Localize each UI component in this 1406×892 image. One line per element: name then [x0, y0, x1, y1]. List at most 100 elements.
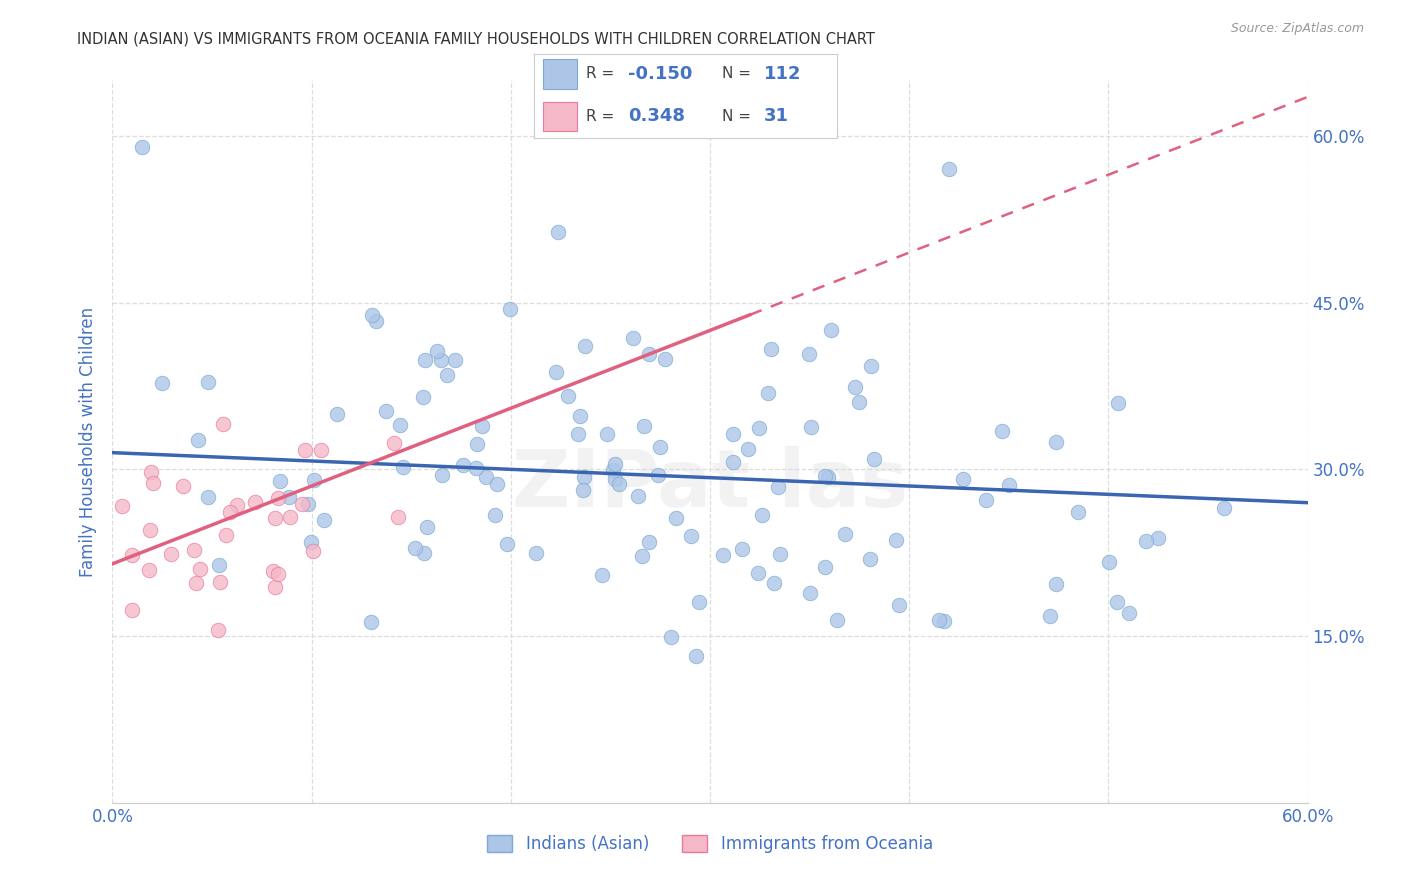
Point [569, 409, 592, 424]
Point [817, 470, 839, 484]
Point [938, 162, 960, 177]
Point [278, 510, 301, 524]
Text: 31: 31 [763, 107, 789, 125]
Point [884, 533, 907, 547]
Point [312, 513, 335, 527]
Point [756, 386, 779, 401]
Point [997, 478, 1019, 492]
Point [413, 546, 436, 560]
Point [262, 564, 284, 578]
Point [1107, 396, 1129, 410]
Point [142, 476, 165, 491]
Point [121, 603, 143, 617]
Point [187, 434, 209, 448]
Point [711, 548, 734, 562]
Point [844, 380, 866, 394]
Point [991, 424, 1014, 438]
Point [603, 471, 626, 485]
Point [654, 351, 676, 366]
Point [747, 566, 769, 580]
Text: 112: 112 [763, 65, 801, 83]
Point [557, 389, 579, 403]
Point [291, 497, 314, 511]
Point [607, 476, 630, 491]
Point [141, 466, 163, 480]
Point [436, 368, 458, 382]
Point [475, 470, 498, 484]
Point [413, 353, 436, 368]
Point [267, 491, 290, 506]
Y-axis label: Family Households with Children: Family Households with Children [79, 307, 97, 576]
Text: 0.348: 0.348 [628, 107, 685, 125]
Point [138, 563, 160, 577]
Point [574, 469, 596, 483]
Point [1135, 533, 1157, 548]
Point [415, 520, 437, 534]
Point [665, 510, 688, 524]
Point [603, 458, 626, 472]
Text: ZIPat las: ZIPat las [512, 446, 908, 524]
Point [267, 567, 290, 582]
Point [131, 140, 153, 154]
Point [302, 544, 325, 558]
Point [360, 308, 382, 322]
Point [218, 505, 240, 519]
Point [443, 353, 465, 368]
Point [360, 615, 382, 629]
FancyBboxPatch shape [543, 60, 576, 89]
Point [631, 549, 654, 563]
Text: -0.150: -0.150 [628, 65, 692, 83]
Point [1118, 606, 1140, 620]
Point [430, 468, 453, 483]
Text: R =: R = [586, 109, 614, 124]
Point [1045, 434, 1067, 449]
Point [225, 499, 247, 513]
Point [762, 576, 785, 591]
Point [188, 562, 211, 576]
Text: INDIAN (ASIAN) VS IMMIGRANTS FROM OCEANIA FAMILY HOUSEHOLDS WITH CHILDREN CORREL: INDIAN (ASIAN) VS IMMIGRANTS FROM OCEANI… [77, 31, 875, 46]
Point [679, 529, 702, 543]
Point [209, 575, 232, 590]
Point [659, 630, 682, 644]
Point [326, 407, 349, 421]
Legend: Indians (Asian), Immigrants from Oceania: Indians (Asian), Immigrants from Oceania [481, 828, 939, 860]
Point [263, 511, 285, 525]
Point [484, 508, 506, 523]
Point [627, 489, 650, 503]
Point [1098, 556, 1121, 570]
Point [499, 301, 522, 316]
Point [465, 436, 488, 450]
Point [747, 420, 769, 434]
Point [731, 541, 754, 556]
Point [207, 623, 229, 637]
Point [309, 442, 332, 457]
Point [751, 508, 773, 522]
Point [208, 558, 231, 572]
Point [860, 359, 883, 373]
Point [121, 548, 143, 562]
Point [172, 479, 194, 493]
Point [392, 460, 415, 475]
Text: R =: R = [586, 66, 614, 81]
Point [800, 419, 823, 434]
Point [721, 455, 744, 469]
Point [183, 543, 205, 558]
Point [825, 613, 848, 627]
Point [111, 499, 134, 513]
Point [858, 551, 880, 566]
Point [567, 426, 589, 441]
Point [387, 510, 409, 524]
Point [863, 451, 886, 466]
Point [426, 344, 449, 359]
Point [737, 442, 759, 457]
Point [364, 314, 387, 328]
Point [834, 526, 856, 541]
Point [648, 440, 671, 454]
Point [769, 547, 792, 561]
Point [932, 614, 955, 628]
Point [197, 376, 219, 390]
Point [647, 468, 669, 483]
Point [197, 490, 219, 504]
Point [596, 427, 619, 442]
Text: Source: ZipAtlas.com: Source: ZipAtlas.com [1230, 22, 1364, 36]
